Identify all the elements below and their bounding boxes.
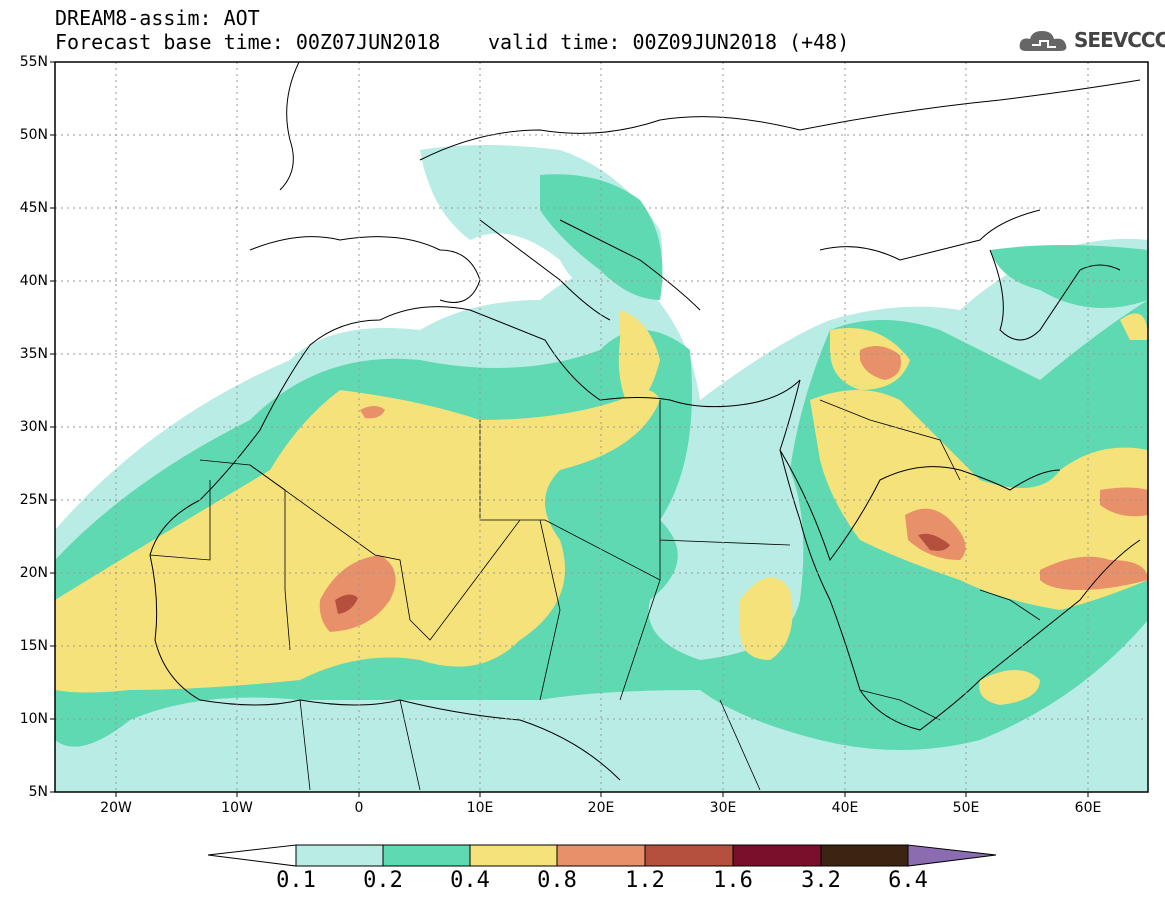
colorbar-bin-1.2-1.6 <box>644 844 734 867</box>
lon-label-20e: 20E <box>587 800 615 816</box>
forecast-base-time: Forecast base time: 00Z07JUN2018 <box>55 30 441 54</box>
lat-label-50n: 50N <box>19 127 48 143</box>
colorbar-bin-3.2-6.4 <box>820 844 909 867</box>
valid-time: valid time: 00Z09JUN2018 (+48) <box>488 30 850 54</box>
lat-label-20n: 20N <box>19 565 48 581</box>
lat-label-10n: 10N <box>19 711 48 727</box>
seevccc-logo: SEEVCCC <box>1018 26 1165 54</box>
colorbar-label: 1.6 <box>713 868 753 893</box>
colorbar-label: 0.2 <box>363 868 403 893</box>
aot-1.2-1.6-area <box>335 533 950 614</box>
colorbar-label: 3.2 <box>801 868 841 893</box>
lon-label-20w: 20W <box>100 800 132 816</box>
gridlines <box>55 62 1148 792</box>
lat-label-30n: 30N <box>19 419 48 435</box>
lon-label-30e: 30E <box>709 800 737 816</box>
colorbar-label: 1.2 <box>625 868 665 893</box>
lon-label-10e: 10E <box>466 800 494 816</box>
colorbar <box>207 844 997 867</box>
cloud-icon <box>1019 31 1067 51</box>
colorbar-label: 6.4 <box>888 868 928 893</box>
colorbar-bin-0.8-1.2 <box>556 844 646 867</box>
chart-title: DREAM8-assim: AOT <box>55 6 260 30</box>
lon-label-50e: 50E <box>952 800 980 816</box>
logo-text: SEEVCCC <box>1074 28 1165 52</box>
lat-label-35n: 35N <box>19 346 48 362</box>
colorbar-label: 0.1 <box>276 868 316 893</box>
colorbar-bin-1.6-3.2 <box>732 844 822 867</box>
lat-label-55n: 55N <box>19 54 48 70</box>
lat-label-5n: 5N <box>28 784 48 800</box>
colorbar-label: 0.8 <box>537 868 577 893</box>
lon-label-40e: 40E <box>831 800 859 816</box>
lon-label-60e: 60E <box>1074 800 1102 816</box>
lat-label-40n: 40N <box>19 273 48 289</box>
lon-label-0: 0 <box>354 800 364 816</box>
lat-label-45n: 45N <box>19 200 48 216</box>
lat-label-15n: 15N <box>19 638 48 654</box>
colorbar-label: 0.4 <box>450 868 490 893</box>
coastlines <box>149 62 1141 781</box>
lat-label-25n: 25N <box>19 492 48 508</box>
colorbar-high-arrow <box>907 844 997 867</box>
colorbar-bin-0.1-0.2 <box>295 844 384 867</box>
colorbar-bin-0.2-0.4 <box>382 844 471 867</box>
colorbar-bin-0.4-0.8 <box>469 844 558 867</box>
axis-ticks <box>50 61 1089 797</box>
colorbar-low-arrow <box>207 844 297 867</box>
lon-label-10w: 10W <box>221 800 253 816</box>
